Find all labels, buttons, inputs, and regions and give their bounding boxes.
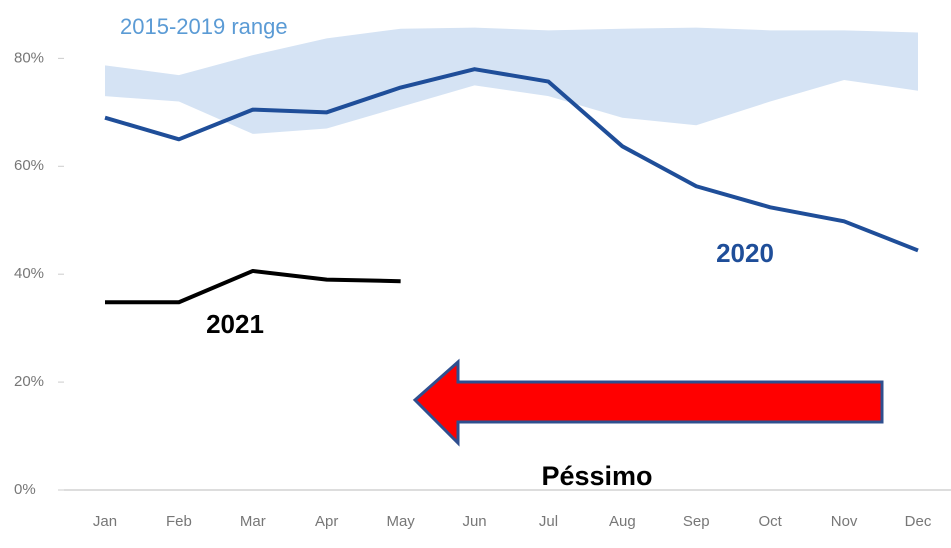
series-label: 2020 (716, 238, 774, 268)
x-tick-label: Oct (759, 513, 783, 530)
annotation: Péssimo (541, 461, 652, 491)
x-tick-label: Jan (93, 513, 117, 530)
x-tick-label: Aug (609, 513, 636, 530)
x-tick-label: May (386, 513, 415, 530)
arrow (412, 358, 884, 447)
y-tick-label: 60% (14, 157, 44, 174)
x-tick-label: Dec (905, 513, 932, 530)
x-tick-label: Jun (462, 513, 486, 530)
x-tick-label: Apr (315, 513, 338, 530)
series-line (105, 268, 401, 305)
x-tick-label: Mar (240, 513, 266, 530)
y-tick-label: 20% (14, 373, 44, 390)
x-tick-label: Feb (166, 513, 192, 530)
x-tick-label: Jul (539, 513, 558, 530)
range-label: 2015-2019 range (120, 14, 288, 39)
series-line (104, 67, 919, 253)
x-tick-label: Nov (831, 513, 858, 530)
y-tick-label: 40% (14, 265, 44, 282)
series-label: 2021 (206, 309, 264, 339)
y-tick-label: 0% (14, 481, 36, 498)
range-band (105, 27, 918, 134)
y-tick-label: 80% (14, 49, 44, 66)
x-tick-label: Sep (683, 513, 710, 530)
